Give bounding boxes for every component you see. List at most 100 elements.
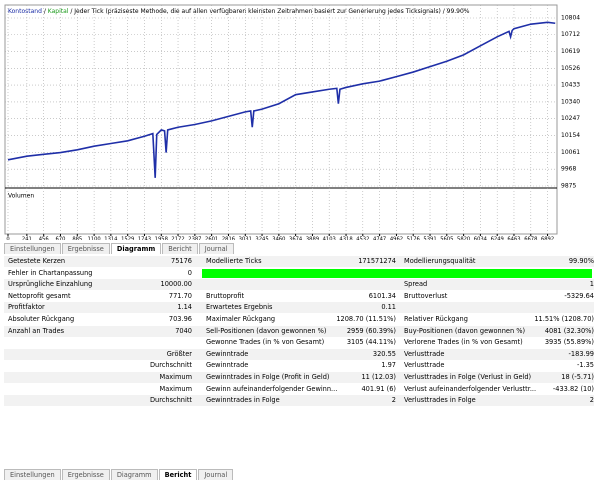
- tab[interactable]: Ergebnisse: [61, 469, 110, 480]
- table-cell: Getestete Kerzen: [8, 257, 66, 265]
- table-cell: Maximum: [159, 373, 193, 381]
- y-tick-label: 10340: [561, 98, 580, 105]
- x-tick-label: 241: [22, 237, 32, 241]
- table-cell: Gewonne Trades (in % von Gesamt): [206, 338, 325, 347]
- table-cell: 1208.70 (11.51%): [336, 315, 396, 323]
- table-cell: 2959 (60.39%): [346, 326, 396, 335]
- quality-bar: [202, 268, 592, 278]
- tab[interactable]: Journal: [198, 469, 234, 480]
- table-cell: Verlorene Trades (in % von Gesamt): [404, 338, 523, 347]
- tab[interactable]: Einstellungen: [4, 469, 61, 480]
- tab[interactable]: Einstellungen: [4, 243, 61, 254]
- table-cell: 0: [187, 268, 192, 277]
- table-cell: Buy-Positionen (davon gewonnen %): [404, 326, 526, 335]
- x-tick-label: 1100: [88, 237, 101, 241]
- table-row: Gewonne Trades (in % von Gesamt) 3105 (44…: [4, 337, 594, 349]
- table-cell: 1: [589, 280, 594, 289]
- x-tick-label: 4318: [339, 237, 352, 241]
- table-cell: 6101.34: [368, 291, 396, 300]
- table-cell: Sell-Positionen (davon gewonnen %): [206, 326, 327, 335]
- tab[interactable]: Diagramm: [110, 469, 158, 480]
- table-cell: Verlust aufeinanderfolgender Verlusttr..…: [404, 384, 537, 393]
- table-cell: Bruttoprofit: [206, 291, 245, 300]
- tab[interactable]: Journal: [198, 243, 234, 254]
- table-cell: 3935 (55.89%): [544, 338, 594, 347]
- table-cell: -1.35: [576, 361, 594, 370]
- chart-frame: [4, 4, 558, 235]
- table-cell: 401.91 (6): [361, 384, 396, 393]
- x-tick-label: 1314: [104, 237, 118, 241]
- table-cell: Durchschnitt: [149, 396, 192, 405]
- table-cell: Durchschnitt: [149, 361, 192, 370]
- y-tick-label: 10247: [561, 115, 580, 122]
- table-cell: 11 (12.03): [361, 373, 396, 381]
- x-tick-label: 0: [6, 237, 9, 241]
- y-tick-label: 10804: [561, 15, 580, 22]
- table-cell: Maximaler Rückgang: [206, 315, 276, 323]
- y-tick-label: 10526: [561, 65, 580, 72]
- table-cell: Gewinntrade: [206, 361, 249, 370]
- legend: Kontostand / Kapital / Jeder Tick (präzi…: [8, 8, 470, 15]
- table-cell: Gewinntrades in Folge (Profit in Geld): [206, 373, 330, 381]
- x-tick-label: 885: [72, 237, 82, 241]
- table-row: Ursprüngliche Einzahlung 10000.00 Spread 1: [4, 279, 594, 291]
- x-tick-label: 1529: [121, 237, 134, 241]
- table-row: Absoluter Rückgang 703.96 Maximaler Rückga…: [4, 314, 594, 325]
- table-cell: -183.99: [568, 349, 594, 358]
- tab-bar: Einstellungen Ergebnisse Diagramm Bericht Jo…: [4, 469, 234, 480]
- table-row: Nettoprofit gesamt 771.70 Bruttoprofit 6101…: [4, 290, 594, 302]
- table-cell: Relativer Rückgang: [404, 315, 468, 323]
- table-row: Durchschnitt Gewinntrades in Folge 2 Verlus…: [4, 395, 594, 407]
- y-tick-label: 10061: [561, 149, 580, 156]
- table-cell: Bruttoverlust: [404, 291, 448, 300]
- tab-bar: Einstellungen Ergebnisse Diagramm Bericht Jo…: [4, 243, 235, 254]
- table-row: Durchschnitt Gewinntrade 1.97 Verlusttrade -…: [4, 360, 594, 372]
- chart: Volumen Kontostand / Kapital / Jeder Tic…: [4, 4, 580, 241]
- table-cell: 1.14: [177, 303, 192, 312]
- x-tick-label: 3889: [306, 237, 319, 241]
- y-tick-label: 10154: [561, 132, 580, 139]
- table-row: Getestete Kerzen 75176 Modellierte Ticks 17…: [4, 256, 594, 267]
- table-cell: 18 (-5.71): [561, 373, 594, 381]
- x-tick-label: 5820: [457, 237, 470, 241]
- table-row: Maximum Gewinntrades in Folge (Profit in …: [4, 372, 594, 383]
- x-tick-label: 1743: [138, 237, 151, 241]
- table-cell: Maximum: [159, 384, 193, 393]
- table-cell: Profitfaktor: [8, 303, 45, 312]
- table-row: Maximum Gewinn aufeinanderfolgender Gewin…: [4, 383, 594, 395]
- table-cell: Fehler in Chartanpassung: [8, 268, 93, 277]
- tab[interactable]: Bericht: [162, 243, 198, 254]
- tab[interactable]: Diagramm: [110, 243, 162, 254]
- table-cell: -433.82 (10): [552, 384, 594, 393]
- table-cell: Gewinntrade: [206, 349, 249, 358]
- table-cell: 99.90%: [568, 257, 594, 265]
- x-tick-label: 1958: [155, 237, 168, 241]
- y-tick-label: 9875: [561, 183, 576, 190]
- table-row: Fehler in Chartanpassung 0: [4, 267, 594, 279]
- table-cell: Ursprüngliche Einzahlung: [8, 280, 93, 289]
- table-row: Profitfaktor 1.14 Erwartetes Ergebnis 0.11: [4, 302, 594, 314]
- legend-entry: Kapital: [48, 8, 69, 15]
- table-cell: 703.96: [168, 315, 192, 323]
- table-cell: Nettoprofit gesamt: [8, 291, 71, 300]
- table-cell: Gewinn aufeinanderfolgender Gewinn...: [206, 384, 338, 393]
- table-cell: 320.55: [372, 349, 396, 358]
- x-tick-label: 6249: [491, 237, 504, 241]
- table-cell: Verlusttrade: [404, 349, 445, 358]
- x-tick-label: 3460: [272, 237, 285, 241]
- table-cell: Verlusttrades in Folge: [404, 396, 476, 405]
- x-tick-label: 4532: [356, 237, 369, 241]
- x-tick-label: 4962: [390, 237, 403, 241]
- table-cell: Anzahl an Trades: [8, 326, 65, 335]
- table-cell: Größter: [166, 349, 192, 358]
- table-cell: 4081 (32.30%): [544, 326, 594, 335]
- tab[interactable]: Bericht: [158, 469, 198, 480]
- tab[interactable]: Ergebnisse: [61, 243, 110, 254]
- x-tick-label: 5605: [440, 237, 453, 241]
- x-tick-label: 6678: [524, 237, 537, 241]
- volume-label: Volumen: [8, 193, 34, 200]
- x-tick-label: 3245: [255, 237, 268, 241]
- y-tick-label: 10433: [561, 82, 580, 89]
- legend-entry: Kontostand: [8, 8, 42, 15]
